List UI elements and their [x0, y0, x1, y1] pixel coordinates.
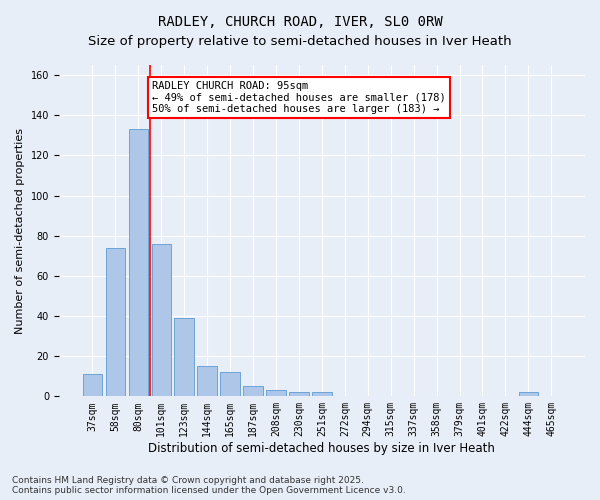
Text: RADLEY, CHURCH ROAD, IVER, SL0 0RW: RADLEY, CHURCH ROAD, IVER, SL0 0RW	[158, 15, 442, 29]
Bar	[312, 392, 332, 396]
Bar	[266, 390, 286, 396]
Bar	[152, 244, 171, 396]
Bar	[289, 392, 308, 396]
Bar	[244, 386, 263, 396]
Y-axis label: Number of semi-detached properties: Number of semi-detached properties	[15, 128, 25, 334]
X-axis label: Distribution of semi-detached houses by size in Iver Heath: Distribution of semi-detached houses by …	[148, 442, 496, 455]
Text: RADLEY CHURCH ROAD: 95sqm
← 49% of semi-detached houses are smaller (178)
50% of: RADLEY CHURCH ROAD: 95sqm ← 49% of semi-…	[152, 81, 446, 114]
Bar	[83, 374, 102, 396]
Bar	[518, 392, 538, 396]
Bar	[175, 318, 194, 396]
Text: Size of property relative to semi-detached houses in Iver Heath: Size of property relative to semi-detach…	[88, 35, 512, 48]
Text: Contains HM Land Registry data © Crown copyright and database right 2025.
Contai: Contains HM Land Registry data © Crown c…	[12, 476, 406, 495]
Bar	[220, 372, 240, 396]
Bar	[128, 130, 148, 396]
Bar	[106, 248, 125, 396]
Bar	[197, 366, 217, 396]
